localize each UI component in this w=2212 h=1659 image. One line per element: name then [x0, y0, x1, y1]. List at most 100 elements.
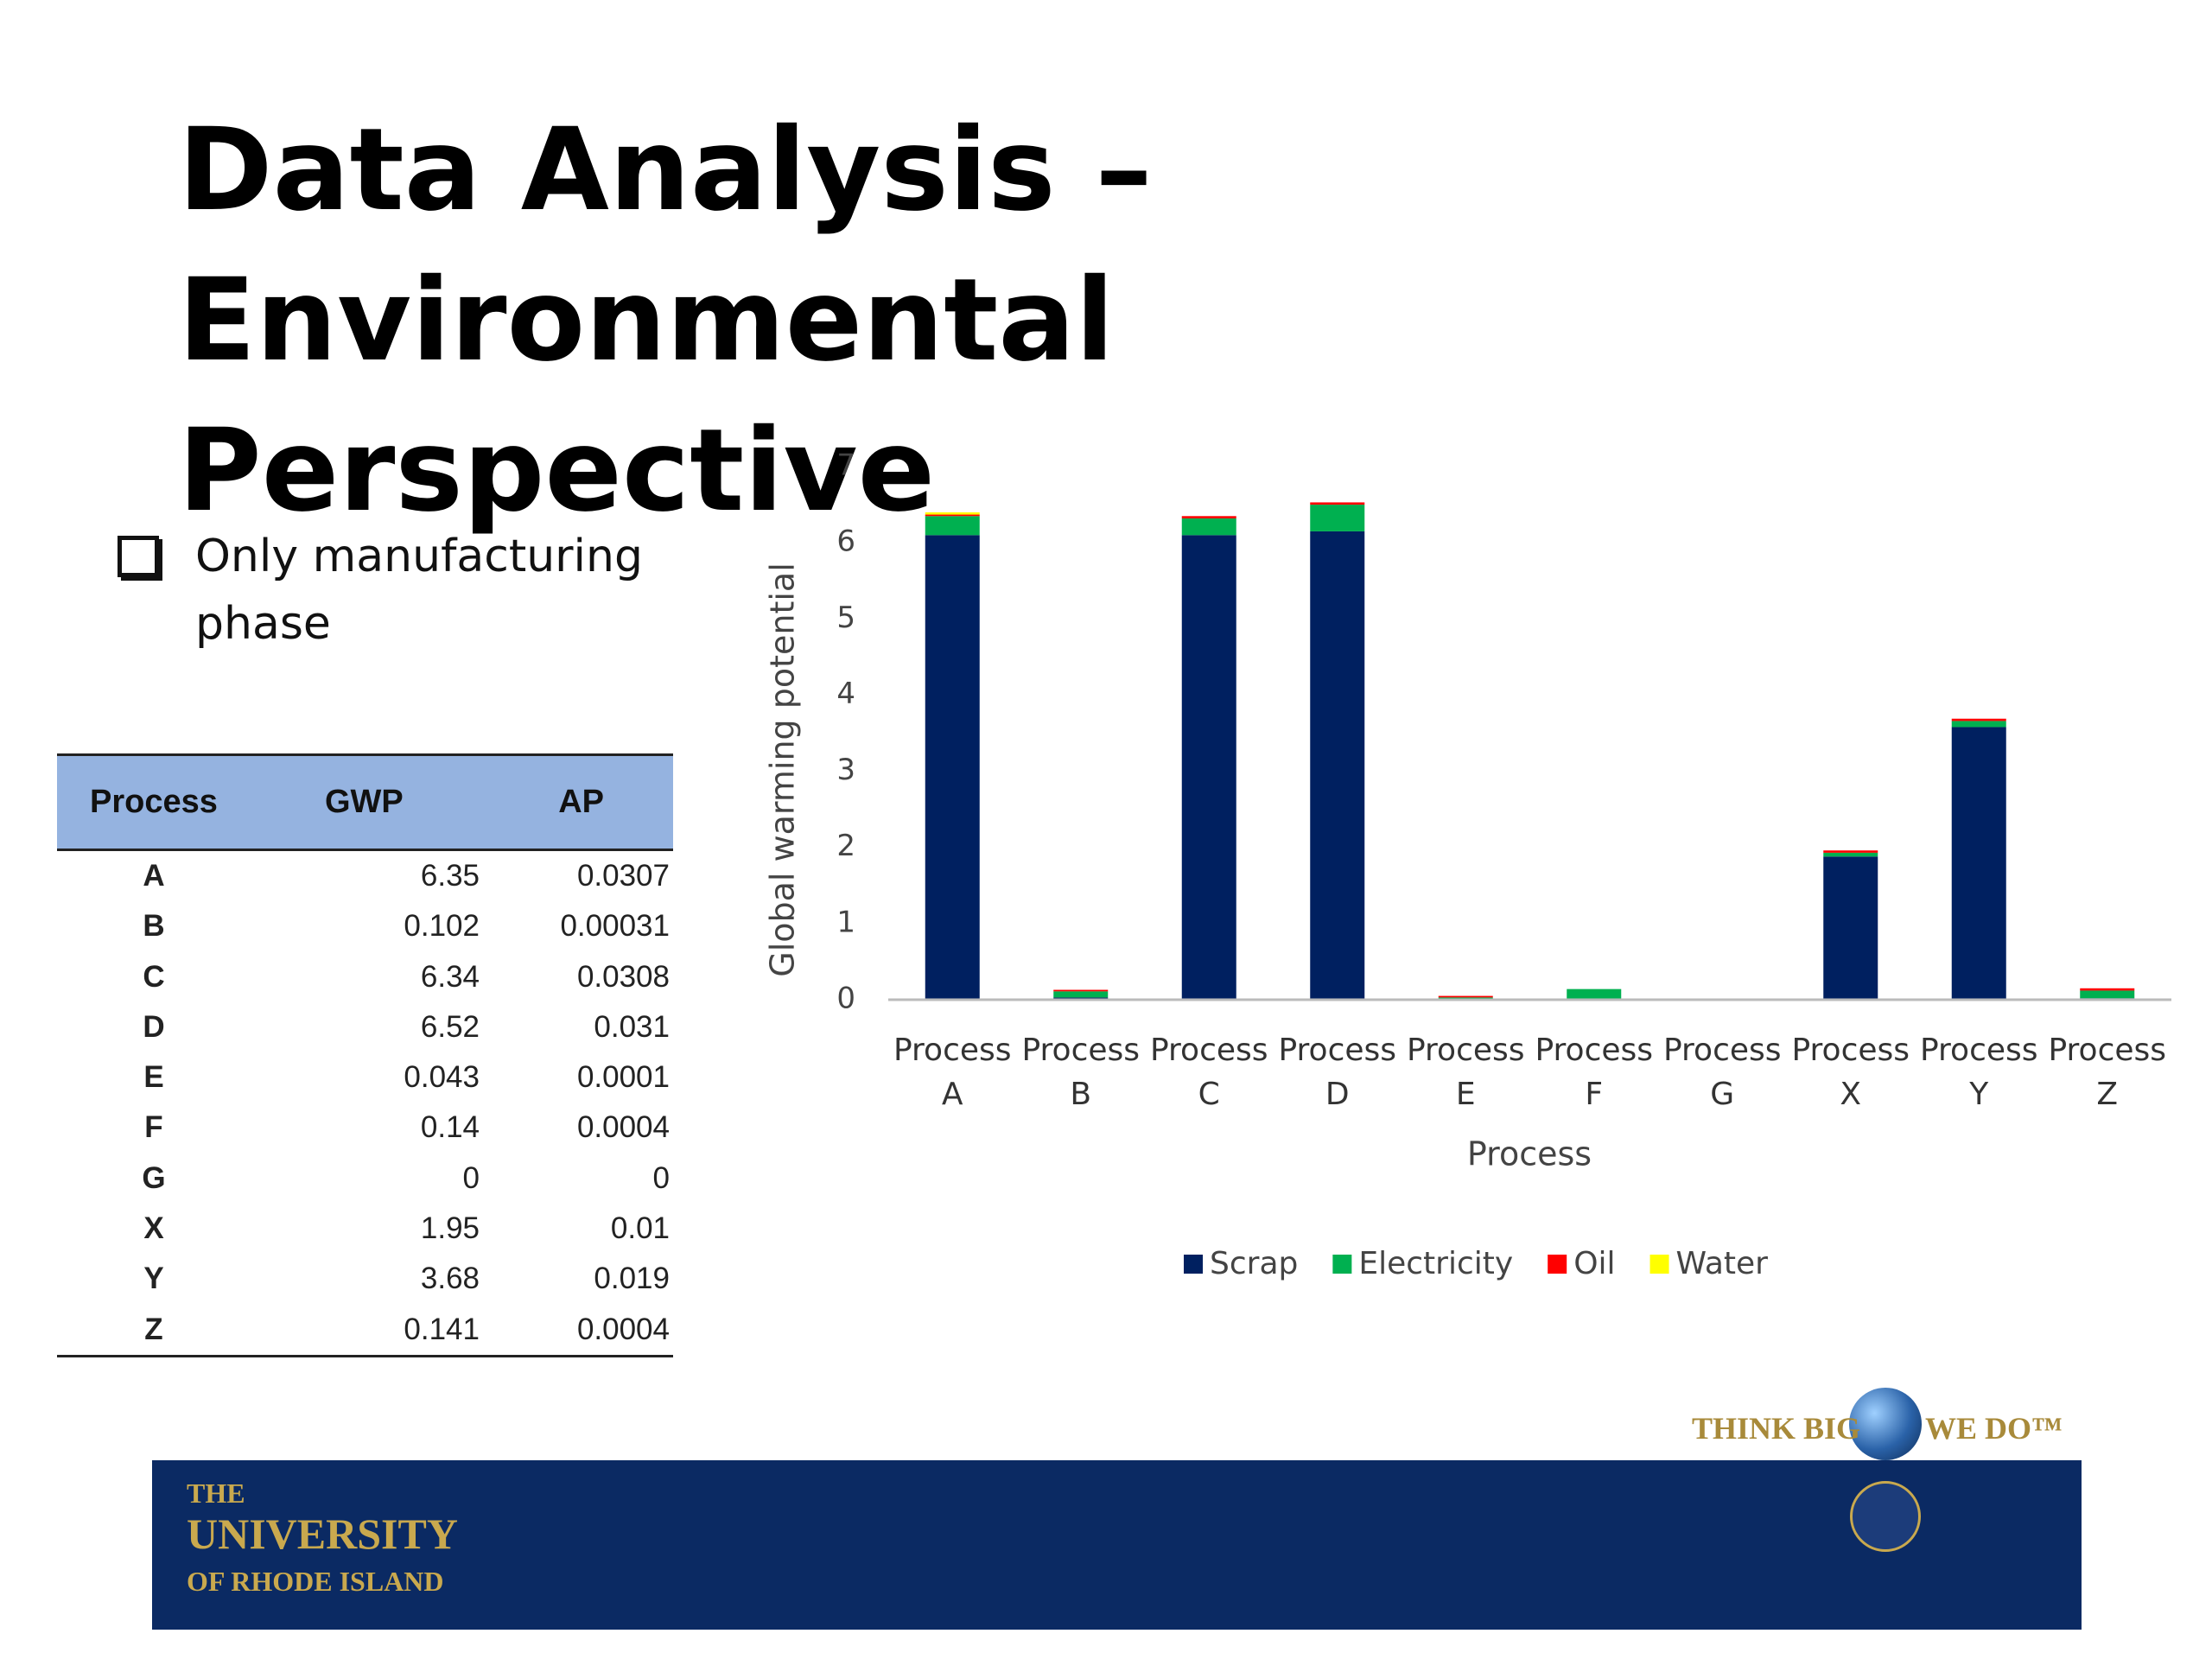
table-cell: 0.0001: [576, 1060, 670, 1095]
header-cell: Process: [90, 784, 218, 820]
bar-segment: [1310, 505, 1365, 531]
table-cell: A: [143, 859, 165, 893]
table-cell: Y: [143, 1262, 164, 1296]
bar-segment: [1951, 718, 2006, 721]
bar-segment: [1053, 989, 1109, 992]
slogan: WE DO™: [1925, 1411, 2063, 1446]
legend-label: Scrap: [1210, 1246, 1298, 1281]
bar-segment: [925, 512, 980, 515]
header-cell: AP: [558, 784, 604, 820]
table-cell: C: [143, 959, 165, 994]
legend-swatch: [1184, 1255, 1203, 1274]
table-cell: 6.35: [420, 859, 480, 893]
y-tick-label: 3: [836, 753, 855, 787]
bar-segment: [1053, 991, 1109, 998]
y-tick-label: 5: [836, 601, 855, 635]
x-tick-label: Process X: [1791, 1033, 1910, 1112]
slide-title: Data Analysis – Environmental Perspectiv…: [178, 104, 1153, 537]
legend-label: Oil: [1573, 1246, 1615, 1281]
table-cell: D: [143, 1009, 165, 1044]
globe-icon: [1849, 1388, 1922, 1460]
bar-segment: [1181, 516, 1236, 518]
bar-segment: [1310, 502, 1365, 505]
x-tick-label: Process B: [1021, 1033, 1141, 1112]
y-tick-label: 7: [836, 448, 855, 483]
table-cell: 0.102: [404, 909, 480, 944]
bar-segment: [2080, 988, 2135, 991]
university-line: OF RHODE ISLAND: [187, 1566, 444, 1597]
legend-swatch: [1649, 1255, 1669, 1274]
slogan: THINK BIG: [1692, 1411, 1861, 1446]
header-cell: GWP: [325, 784, 404, 820]
table-row: F 0.14 0.0004: [57, 1103, 673, 1153]
table-cell: 0.0307: [576, 859, 670, 893]
x-tick-label: Process D: [1278, 1033, 1397, 1112]
legend-label: Electricity: [1358, 1246, 1513, 1281]
table-cell: B: [143, 909, 165, 944]
footer-band: THE UNIVERSITY OF RHODE ISLAND: [152, 1460, 2082, 1630]
table-cell: 0.0004: [576, 1312, 670, 1346]
table-cell: F: [144, 1110, 163, 1145]
table-cell: 0.031: [594, 1009, 670, 1044]
table-row: D 6.52 0.031: [57, 1002, 673, 1052]
bar-segment: [1823, 856, 1878, 1000]
legend-label: Water: [1676, 1246, 1769, 1281]
y-tick-label: 1: [836, 905, 855, 939]
table-cell: 6.52: [420, 1009, 480, 1044]
table-cell: Z: [144, 1312, 163, 1346]
data-table: Process GWP AP A 6.35 0.0307 B 0.102 0.00031 C 6.3…: [57, 753, 673, 1357]
table-cell: 6.34: [420, 959, 480, 994]
x-tick-label: Process Z: [2048, 1033, 2167, 1112]
bar-segment: [2080, 990, 2135, 999]
table-cell: 0.00031: [560, 909, 670, 944]
seal-icon: [1850, 1481, 1921, 1552]
table-cell: 3.68: [420, 1262, 480, 1296]
table-row: E 0.043 0.0001: [57, 1052, 673, 1103]
bar-segment: [1310, 531, 1365, 1000]
bullet-text: Only manufacturing phase: [195, 531, 643, 650]
x-tick-label: Process A: [893, 1033, 1012, 1112]
x-tick-label: Process G: [1662, 1033, 1782, 1112]
table-bottom-rule: [57, 1354, 673, 1357]
bar-segment: [1823, 852, 1878, 857]
legend-swatch: [1332, 1255, 1352, 1274]
table-cell: E: [143, 1060, 164, 1095]
table-cell: 0.01: [610, 1211, 670, 1246]
table-row: A 6.35 0.0307: [57, 851, 673, 901]
university-line: THE: [187, 1478, 245, 1509]
x-tick-label: Process Y: [1919, 1033, 2038, 1112]
y-tick-label: 0: [836, 982, 855, 1016]
y-axis-title: Global warming potential: [764, 563, 802, 977]
legend-swatch: [1548, 1255, 1567, 1274]
table-row: X 1.95 0.01: [57, 1204, 673, 1254]
table-cell: 1.95: [420, 1211, 480, 1246]
table-row: B 0.102 0.00031: [57, 901, 673, 951]
bar-segment: [925, 516, 980, 536]
bar-segment: [1181, 518, 1236, 536]
bar-segment: [1951, 721, 2006, 728]
table-row: Y 3.68 0.019: [57, 1254, 673, 1304]
table-cell: 0.0308: [576, 959, 670, 994]
table-cell: 0.0004: [576, 1110, 670, 1145]
bar-segment: [925, 535, 980, 1000]
bar-segment: [1951, 727, 2006, 1000]
table-cell: 0: [652, 1160, 670, 1195]
table-cell: 0.14: [420, 1110, 480, 1145]
bar-segment: [1438, 995, 1493, 998]
table-cell: 0.019: [594, 1262, 670, 1296]
table-row: Z 0.141 0.0004: [57, 1305, 673, 1355]
table-cell: X: [143, 1211, 164, 1246]
table-row: C 6.34 0.0308: [57, 952, 673, 1002]
table-row: G 0 0: [57, 1154, 673, 1204]
bar-segment: [925, 514, 980, 517]
y-tick-label: 4: [836, 677, 855, 711]
y-tick-label: 6: [836, 524, 855, 559]
x-tick-label: Process C: [1149, 1033, 1268, 1112]
table-cell: 0: [462, 1160, 480, 1195]
bar-segment: [1181, 535, 1236, 1000]
checkbox-icon: [118, 536, 159, 577]
bar-segment: [1823, 850, 1878, 853]
x-tick-label: Process E: [1406, 1033, 1525, 1112]
